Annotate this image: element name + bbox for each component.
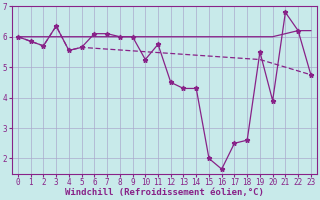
X-axis label: Windchill (Refroidissement éolien,°C): Windchill (Refroidissement éolien,°C) xyxy=(65,188,264,197)
